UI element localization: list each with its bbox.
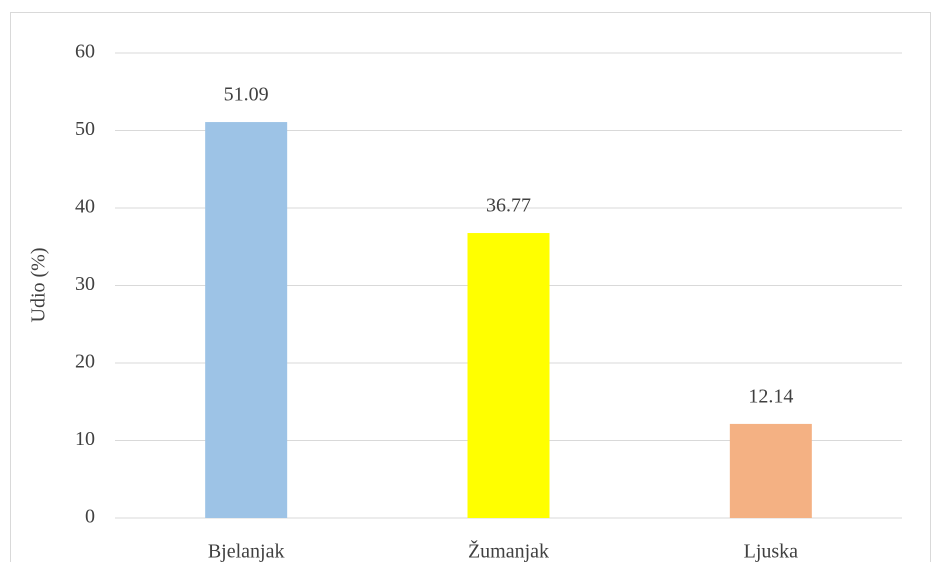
y-tick-label: 60: [75, 41, 95, 63]
x-tick-label: Žumanjak: [468, 540, 549, 562]
data-label: 51.09: [224, 84, 269, 106]
bar: [729, 423, 812, 518]
x-tick-label: Bjelanjak: [208, 541, 285, 562]
data-label: 12.14: [748, 386, 793, 408]
y-tick-label: 50: [75, 118, 95, 140]
y-tick-label: 20: [75, 351, 95, 373]
y-tick-label: 40: [75, 196, 95, 218]
y-tick-label: 0: [85, 506, 95, 528]
bar: [467, 233, 550, 518]
bar: [205, 122, 288, 519]
data-label: 36.77: [486, 195, 531, 217]
x-tick-label: Ljuska: [744, 541, 799, 562]
y-axis-label: Udio (%): [28, 248, 50, 323]
y-tick-label: 30: [75, 273, 95, 295]
y-tick-label: 10: [75, 428, 95, 450]
